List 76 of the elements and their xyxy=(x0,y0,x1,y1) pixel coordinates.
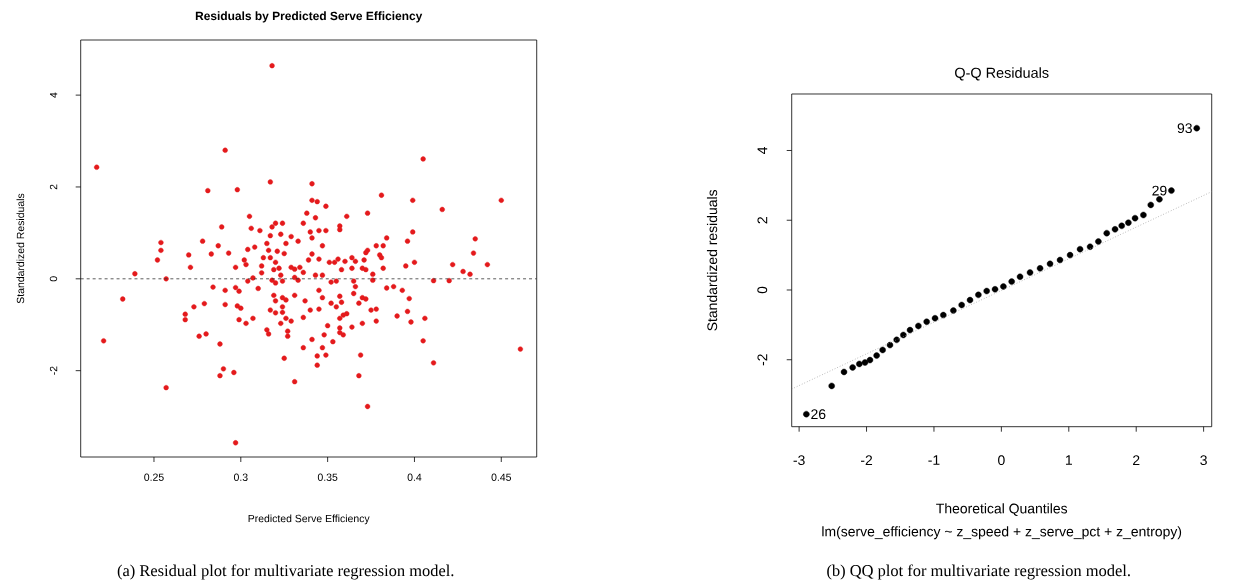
x-tick-label: -1 xyxy=(928,455,940,465)
point xyxy=(1036,265,1044,272)
text: (a) Residual plot for multivariate regression model. xyxy=(117,564,454,580)
point xyxy=(966,296,974,304)
x-tick-label: 3 xyxy=(1200,455,1207,466)
point xyxy=(906,326,914,334)
point xyxy=(893,336,900,344)
point xyxy=(1086,243,1094,250)
x-axis-title: Theoretical Quantiles xyxy=(936,503,1068,516)
point xyxy=(1000,283,1007,290)
point xyxy=(983,287,990,295)
point xyxy=(1111,226,1119,233)
y-axis-title: Standardized Residuals xyxy=(16,193,25,304)
x-tick-label: 2 xyxy=(1133,455,1140,465)
point xyxy=(873,352,880,359)
point xyxy=(803,410,810,418)
point xyxy=(1140,211,1147,219)
point xyxy=(1193,124,1200,132)
point xyxy=(1056,256,1064,264)
y-tick-label: 2 xyxy=(757,217,768,224)
point xyxy=(1131,214,1139,222)
point xyxy=(828,382,835,390)
annotation: 93 xyxy=(1177,123,1192,134)
x-tick-label: 0.3 xyxy=(233,473,248,481)
y-tick-label: 0 xyxy=(49,276,58,282)
point xyxy=(1156,196,1163,203)
point xyxy=(1103,229,1110,237)
point xyxy=(1008,278,1015,285)
x-tick-label: 0.45 xyxy=(491,473,512,481)
chart-title: Residuals by Predicted Serve Efficiency xyxy=(195,11,423,23)
y-tick-label: -2 xyxy=(49,366,58,375)
point xyxy=(1118,222,1125,230)
x-tick-label: 0.35 xyxy=(317,473,338,481)
x-tick-label: 0.4 xyxy=(407,473,422,481)
point xyxy=(1066,251,1074,259)
point xyxy=(840,368,848,376)
point xyxy=(900,331,907,339)
point xyxy=(991,286,999,293)
point xyxy=(1147,201,1154,209)
y-tick-label: -2 xyxy=(757,354,768,366)
point xyxy=(849,364,856,371)
point xyxy=(940,311,947,319)
y-axis-title: Standardized residuals xyxy=(706,189,718,331)
annotation: 29 xyxy=(1152,185,1167,196)
point xyxy=(975,291,982,299)
point xyxy=(931,315,939,322)
point xyxy=(1125,219,1132,226)
point xyxy=(950,307,957,314)
point xyxy=(866,356,874,364)
text: (b) QQ plot for multivariate regression model. xyxy=(827,564,1130,580)
annotation: 26 xyxy=(811,409,826,420)
y-tick-label: 4 xyxy=(757,147,768,155)
chart-title: Q-Q Residuals xyxy=(955,67,1049,81)
point xyxy=(1076,245,1084,253)
point xyxy=(1016,273,1024,280)
x-axis-title: Predicted Serve Efficiency xyxy=(248,514,370,525)
y-tick-label: 2 xyxy=(49,184,58,190)
point xyxy=(879,346,886,354)
point xyxy=(923,318,930,325)
x-tick-label: 0.25 xyxy=(144,473,164,481)
x-tick-label: -2 xyxy=(860,455,873,465)
x-tick-label: 0 xyxy=(998,455,1005,466)
point xyxy=(856,360,863,368)
point xyxy=(1095,238,1102,245)
point xyxy=(915,322,922,330)
x-tick-label: 1 xyxy=(1065,455,1072,465)
point xyxy=(1168,187,1175,194)
text: lm(serve_efficiency ~ z_speed + z_serve_pct + z_entropy) xyxy=(822,526,1182,540)
y-tick-label: 4 xyxy=(49,92,58,98)
point xyxy=(1046,260,1054,268)
point xyxy=(886,341,894,349)
point xyxy=(861,359,869,366)
y-tick-label: 0 xyxy=(757,286,768,294)
x-tick-label: -3 xyxy=(793,455,805,466)
point xyxy=(958,301,965,309)
point xyxy=(1026,269,1034,276)
